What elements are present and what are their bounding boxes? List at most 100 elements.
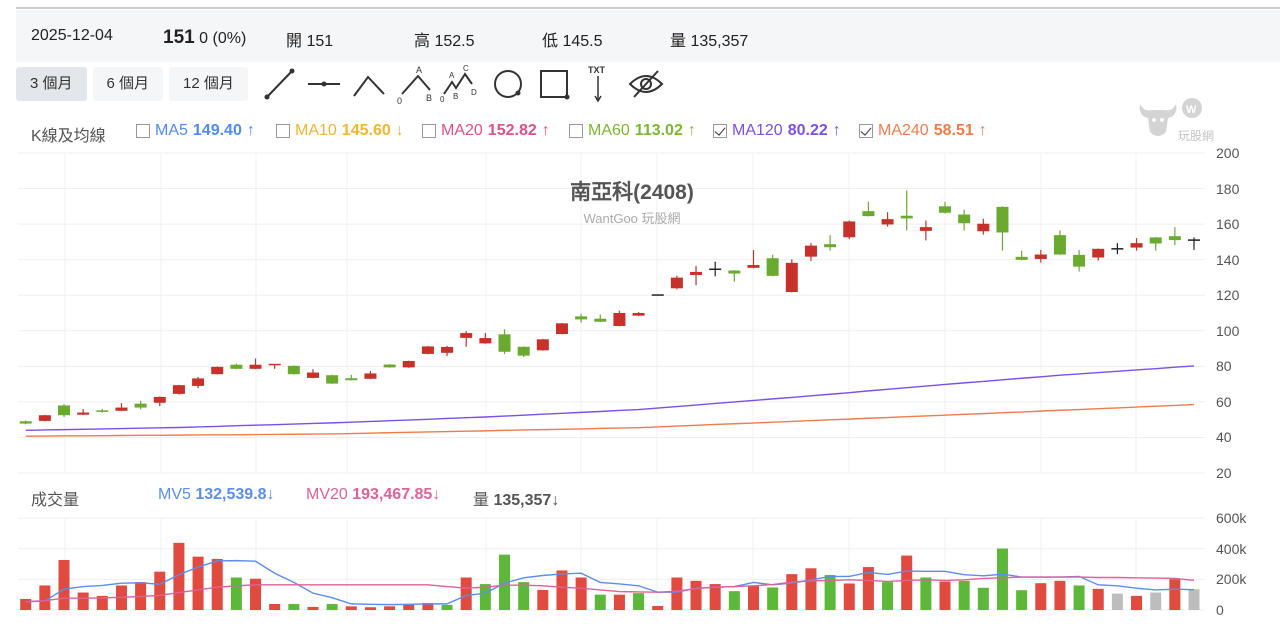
- mv5-line: [25, 559, 1195, 606]
- volume-bar: [728, 591, 740, 610]
- volume-bar: [250, 578, 262, 610]
- candle: [709, 261, 722, 277]
- candle: [96, 409, 109, 413]
- rectangle-icon[interactable]: [534, 64, 574, 104]
- ma120-arrow-icon: ↑: [832, 122, 841, 139]
- candle-body: [919, 227, 932, 231]
- candle: [651, 294, 664, 296]
- volume-bar: [1035, 583, 1047, 610]
- volume-bar: [518, 582, 530, 610]
- volume-bar: [364, 607, 376, 610]
- legend-ma20[interactable]: MA20 152.82 ↑: [422, 122, 550, 140]
- circle-icon[interactable]: [488, 64, 528, 104]
- vol-name: 量: [473, 492, 490, 509]
- abcd-pattern-icon[interactable]: AC 0 B D: [440, 64, 480, 104]
- candle: [919, 220, 932, 241]
- ma60-checkbox[interactable]: [569, 124, 583, 138]
- volume-bar: [345, 606, 357, 610]
- candle: [1149, 237, 1162, 251]
- high-label: 高: [414, 33, 431, 50]
- period-3m-button[interactable]: 3 個月: [16, 67, 87, 101]
- candle-body: [479, 338, 492, 344]
- legend-ma10[interactable]: MA10 145.60 ↓: [276, 122, 404, 140]
- hide-eye-icon[interactable]: [626, 64, 666, 104]
- mv-lines: [25, 559, 1195, 606]
- candle-body: [441, 346, 454, 353]
- trend-line-icon[interactable]: [258, 64, 298, 104]
- candle-body: [249, 364, 262, 369]
- ma120-checkbox[interactable]: [713, 124, 727, 138]
- ma20-checkbox[interactable]: [422, 124, 436, 138]
- abcd-label-b: B: [453, 92, 458, 101]
- candle-body: [19, 421, 32, 424]
- legend-ma60[interactable]: MA60 113.02 ↑: [569, 122, 696, 140]
- quote-open: 開 151: [286, 27, 333, 51]
- candle: [536, 338, 549, 351]
- volume-bar: [671, 577, 683, 610]
- volume-bar: [39, 585, 51, 610]
- candle-body: [402, 361, 415, 368]
- candle: [555, 322, 568, 335]
- volume-bar: [77, 592, 89, 610]
- candle: [1188, 237, 1200, 250]
- price-tick-label: 20: [1216, 465, 1232, 481]
- period-selector: 3 個月 6 個月 12 個月: [16, 67, 248, 101]
- candle: [766, 254, 779, 277]
- volume-bar: [939, 581, 951, 610]
- ma10-checkbox[interactable]: [276, 124, 290, 138]
- ma240-checkbox[interactable]: [859, 124, 873, 138]
- candle: [249, 358, 262, 370]
- legend-ma120[interactable]: MA120 80.22 ↑: [713, 122, 841, 140]
- vol-arrow-icon: ↓: [551, 492, 560, 509]
- volume-bar: [58, 560, 70, 610]
- ma120-line: [25, 365, 1195, 432]
- volume-legend-title: 成交量: [31, 492, 80, 509]
- quote-high: 高 152.5: [414, 27, 475, 51]
- abc-pattern-icon[interactable]: A 0 B: [396, 64, 436, 104]
- mv20-line: [25, 576, 1195, 603]
- ma60-value: 113.02: [634, 122, 683, 139]
- volume-bar: [843, 583, 855, 610]
- volume-bar: [1150, 592, 1162, 610]
- horizontal-line-icon[interactable]: [304, 64, 344, 104]
- legend-ma240[interactable]: MA240 58.51 ↑: [859, 122, 987, 140]
- candle-body: [632, 313, 645, 316]
- ma120-value: 80.22: [787, 122, 828, 139]
- volume-bar: [594, 594, 606, 610]
- volume-bar: [862, 567, 874, 610]
- volume-bar: [920, 577, 932, 610]
- candle-body: [1149, 237, 1162, 244]
- quote-bar: [16, 10, 1280, 62]
- period-12m-button[interactable]: 12 個月: [169, 67, 248, 101]
- candle-body: [1053, 235, 1066, 255]
- volume-bar: [441, 604, 453, 610]
- volume-bar: [901, 555, 913, 610]
- legend-ma5[interactable]: MA5 149.40 ↑: [136, 122, 255, 140]
- candle-body: [517, 346, 530, 356]
- volume-bar: [326, 604, 338, 610]
- candle-body: [192, 378, 205, 386]
- candle: [479, 332, 492, 344]
- text-arrow-icon[interactable]: TXT: [578, 64, 618, 104]
- ma-lines: [25, 365, 1195, 437]
- candle: [594, 314, 607, 323]
- ma5-checkbox[interactable]: [136, 124, 150, 138]
- candle-body: [996, 206, 1009, 233]
- quote-price-group: 151 0 (0%): [163, 27, 246, 49]
- volume-bar: [1073, 585, 1085, 610]
- legend-title: K線及均線: [31, 128, 106, 145]
- period-6m-button[interactable]: 6 個月: [92, 67, 164, 101]
- candle: [287, 365, 300, 375]
- angle-line-icon[interactable]: [350, 64, 390, 104]
- ma240-name: MA240: [878, 122, 929, 139]
- volume-bar: [422, 602, 434, 610]
- low-label: 低: [542, 33, 559, 50]
- volume-bar: [652, 606, 664, 610]
- candle: [996, 206, 1009, 251]
- volume-bar: [230, 577, 242, 610]
- volume-bar: [269, 604, 281, 610]
- ma10-name: MA10: [295, 122, 337, 139]
- quote-price: 151: [163, 27, 195, 48]
- volume-bar: [690, 580, 702, 610]
